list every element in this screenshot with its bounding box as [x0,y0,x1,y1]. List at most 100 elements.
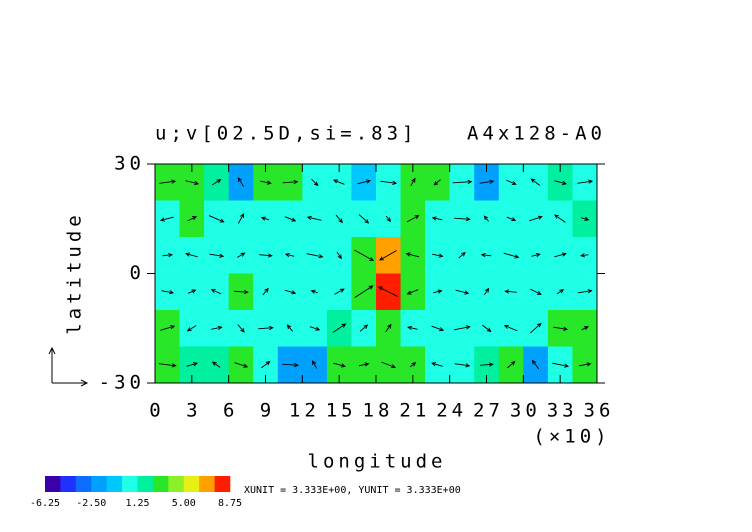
vector-arrow [260,216,270,221]
x-tick-label: 36 [584,400,615,422]
colorbar-box [60,476,77,492]
colorbar-box [152,476,169,492]
vector-arrow [211,361,221,368]
vector-layer [158,177,594,370]
vector-arrow [454,216,471,222]
vector-arrow [479,179,495,184]
vector-arrow [507,360,516,369]
vector-arrow [553,326,569,331]
vector-arrow [580,253,589,258]
vector-arrow [503,324,518,332]
x-tick-label: 18 [363,400,394,422]
vector-arrow [186,325,197,332]
vector-arrow [483,215,489,222]
vector-arrow [577,289,593,294]
vector-arrow [409,362,417,368]
vector-arrow [234,362,249,368]
vector-arrow [455,289,470,295]
vector-arrow [482,324,492,333]
colorbar-box [137,476,154,492]
vector-arrow [284,216,297,222]
vector-arrow [306,215,322,221]
x-tick-label: 27 [473,400,504,422]
unit-note: XUNIT = 3.333E+00, YUNIT = 3.333E+00 [244,485,461,496]
vector-arrow [309,326,321,331]
vector-arrow [332,323,347,333]
vector-arrow [580,216,590,221]
vector-arrow [210,289,222,295]
vector-arrow [187,289,197,294]
vector-arrow [159,216,174,222]
x-tick-label: 12 [289,400,320,422]
vector-arrow [159,179,177,184]
vector-arrow [209,253,225,258]
vector-arrow [334,288,345,295]
colorbar-box [45,476,61,492]
vector-arrow [410,177,416,187]
chart-title: u;v[02.5D,si=.83] [155,123,417,145]
vector-arrow [405,252,420,258]
vector-arrow [237,324,245,333]
vector-arrow [530,288,542,295]
vector-arrow [381,361,397,369]
vector-arrow [433,289,443,294]
vector-arrow [556,289,565,295]
vector-arrow [259,253,273,258]
x-axis-note: (×10) [533,426,610,448]
vector-arrow [480,252,492,258]
vector-arrow [354,285,374,298]
vector-arrow [378,250,397,261]
x-tick-label: 33 [547,400,578,422]
y-tick-label: 30 [114,153,145,175]
x-tick-label: 15 [326,400,357,422]
vector-arrow [284,252,295,258]
vector-arrow [484,287,490,296]
vector-arrow [335,214,343,224]
vector-arrow [506,216,517,222]
x-tick-label: 24 [436,400,467,422]
x-tick-label: 0 [149,400,164,422]
field-layer [155,164,598,384]
vector-arrow [406,215,420,223]
x-tick-label: 21 [399,400,430,422]
vector-arrow [578,362,592,367]
vector-arrow [306,253,324,259]
vector-arrow [310,289,318,294]
vector-arrow [258,325,274,331]
vector-arrow [282,362,299,368]
reference-arrow-y [48,346,56,383]
vector-arrow [529,215,543,222]
vector-arrow [552,362,570,368]
vector-arrow [530,178,541,186]
vector-arrow [406,289,419,295]
colorbar-label: 1.25 [125,498,149,509]
vector-arrow [262,287,269,296]
colorbar-label: 8.75 [218,498,242,509]
vector-arrow [407,325,418,331]
vector-arrow [452,179,473,185]
vector-arrow [286,324,294,332]
vector-arrow [453,325,471,331]
colorbar-box [122,476,138,492]
vector-arrow [530,322,542,334]
vector-arrow [385,215,392,223]
vector-arrow [503,252,520,259]
vector-arrow [358,214,370,224]
reference-arrow-x [52,379,89,387]
vector-arrow [554,180,567,185]
vector-arrow [380,180,398,185]
vector-arrow [160,325,176,331]
vector-arrow [454,363,471,368]
x-tick-label: 6 [223,400,238,422]
y-tick-label: 0 [130,262,145,284]
x-tick-label: 30 [510,400,541,422]
colorbar-label: -2.50 [76,498,106,509]
vector-arrow [377,286,398,297]
vector-arrow [433,179,441,186]
vector-arrow [357,179,372,185]
vector-arrow [260,180,272,185]
vector-arrow [261,360,271,369]
vector-arrow [208,215,225,223]
vector-arrow [432,253,444,258]
